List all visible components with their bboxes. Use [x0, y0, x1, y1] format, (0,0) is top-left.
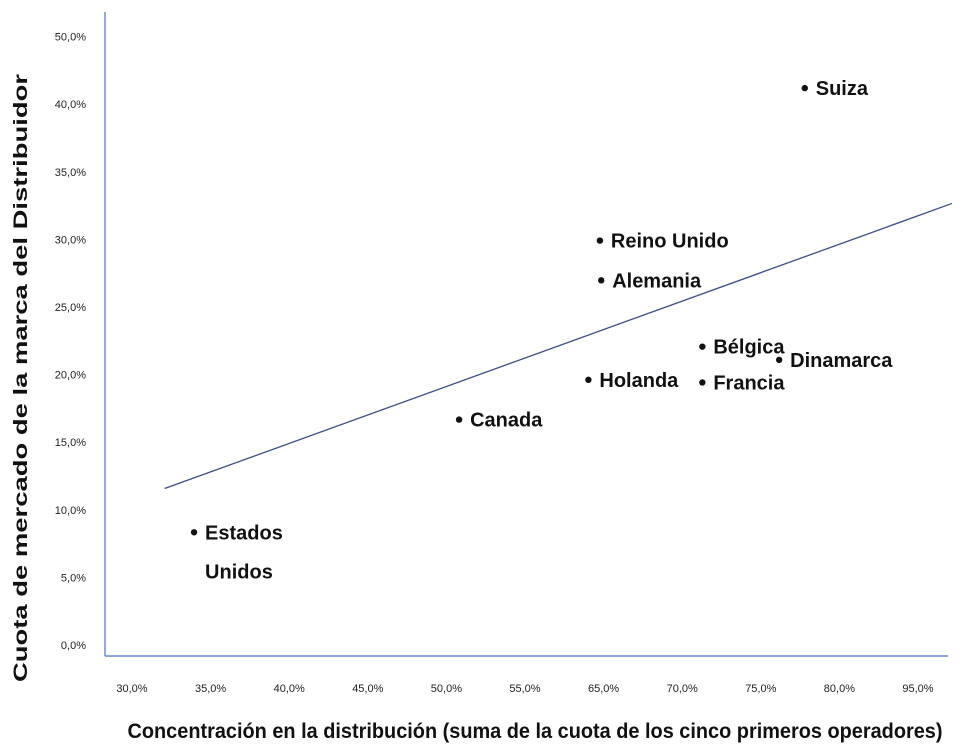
x-tick-label: 95,0% [902, 683, 933, 695]
point-label: Canada [470, 410, 543, 432]
point-label: Francia [713, 372, 785, 394]
x-tick-label: 70,0% [667, 683, 698, 695]
x-tick-label: 80,0% [824, 683, 855, 695]
point-marker [190, 529, 198, 536]
point-label: Estados [205, 522, 283, 544]
x-tick-label: 35,0% [195, 683, 226, 695]
point-label: Dinamarca [790, 350, 893, 372]
y-axis-ticks: 0,0% 5,0% 10,0% 15,0% 20,0% 25,0% 30,0% 35,0% 40… [55, 32, 86, 652]
y-tick-label: 15,0% [55, 437, 86, 449]
data-point: Estados Unidos [190, 522, 283, 583]
data-point: Canada [455, 410, 543, 432]
x-tick-label: 40,0% [274, 683, 305, 695]
point-marker [699, 379, 706, 386]
point-marker [597, 277, 605, 284]
data-point: Alemania [597, 270, 702, 292]
data-point: Holanda [585, 370, 679, 392]
x-tick-label: 45,0% [352, 683, 383, 695]
point-marker [455, 416, 463, 423]
y-tick-label: 50,0% [55, 32, 86, 44]
point-marker [699, 343, 706, 350]
data-point: Francia [699, 372, 785, 394]
x-tick-label: 30,0% [116, 683, 147, 695]
data-point: Bélgica [699, 337, 785, 359]
point-label: Holanda [599, 370, 679, 392]
x-tick-label: 55,0% [509, 683, 540, 695]
point-label: Unidos [205, 561, 273, 583]
y-tick-label: 25,0% [55, 302, 86, 314]
data-points: Suiza Reino Unido Alemania BélgicaDinamarca… [190, 78, 893, 583]
point-label: Bélgica [713, 337, 785, 359]
y-tick-label: 10,0% [55, 505, 86, 517]
y-tick-label: 0,0% [61, 640, 86, 652]
trendline [164, 202, 953, 490]
data-point: Suiza [801, 78, 869, 100]
x-tick-label: 65,0% [588, 683, 619, 695]
data-point: Reino Unido [596, 231, 729, 253]
point-marker [585, 376, 592, 383]
y-tick-label: 30,0% [55, 234, 86, 246]
x-tick-label: 75,0% [745, 683, 776, 695]
point-marker [801, 84, 808, 92]
y-tick-label: 5,0% [61, 572, 86, 584]
point-marker [775, 356, 783, 364]
point-marker [596, 237, 604, 244]
data-point: Dinamarca [775, 350, 893, 372]
x-axis-title: Concentración en la distribución (suma d… [128, 720, 943, 743]
y-axis-title: Cuota de mercado de la marca del Distrib… [11, 73, 32, 682]
point-label: Reino Unido [611, 231, 729, 253]
y-tick-label: 40,0% [55, 99, 86, 111]
y-tick-label: 35,0% [55, 167, 86, 179]
y-tick-label: 20,0% [55, 370, 86, 382]
point-label: Alemania [612, 270, 702, 292]
point-label: Suiza [816, 78, 869, 100]
x-axis-ticks: 30,0% 35,0% 40,0% 45,0% 50,0% 55,0% 65,0% 70,0%… [116, 683, 933, 695]
x-tick-label: 50,0% [431, 683, 462, 695]
